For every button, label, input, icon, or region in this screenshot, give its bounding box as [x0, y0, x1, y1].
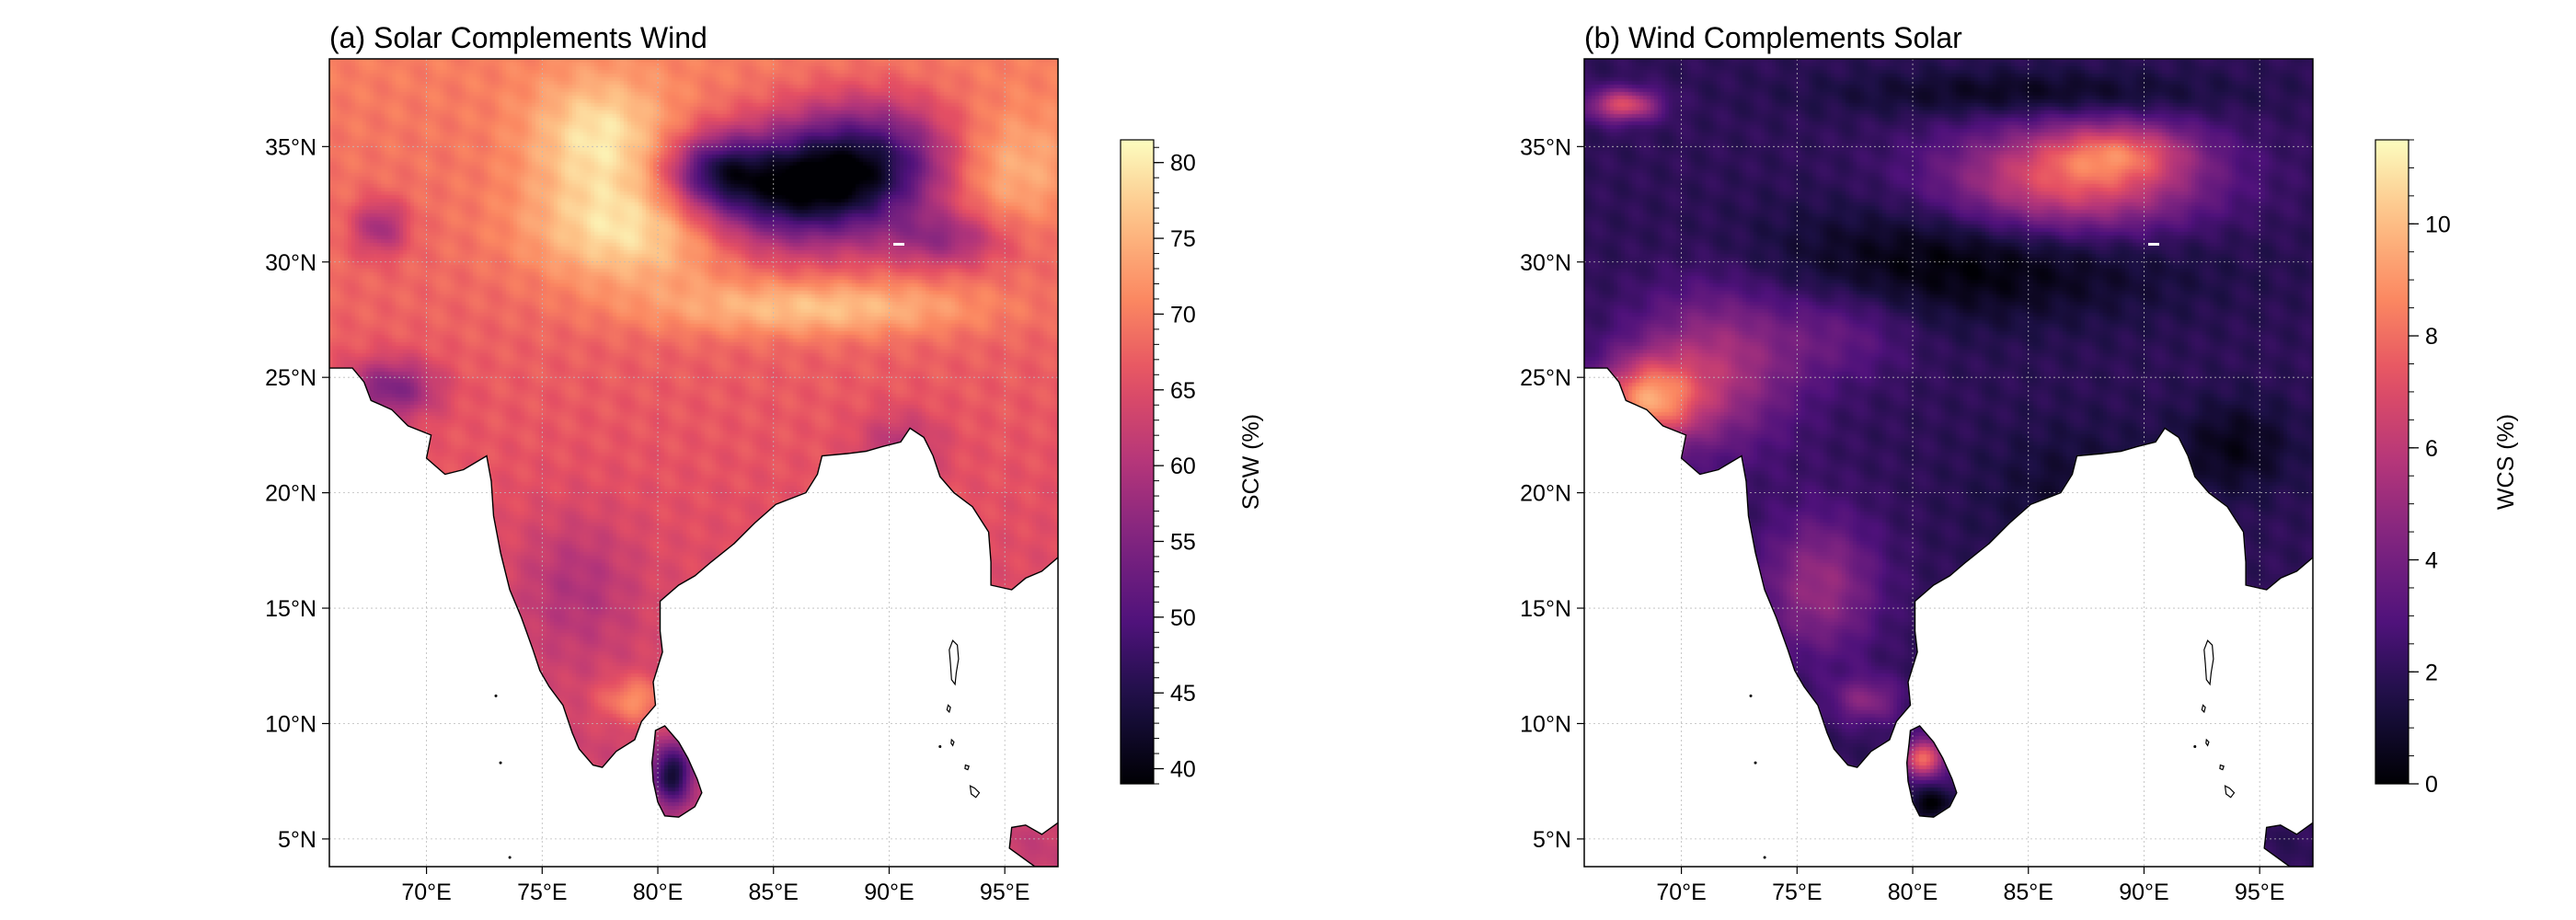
panel-b-colorbar: 0 2 4 6 8 10 WCS (%)	[2375, 139, 2519, 798]
colorbar-tick-label: 0	[2425, 772, 2438, 798]
panel-b-coastline	[1584, 367, 2313, 867]
panel-a-title: (a) Solar Complements Wind	[329, 21, 707, 54]
coastline-malay	[2263, 822, 2313, 867]
island-dot	[1763, 856, 1766, 859]
colorbar-tick-label: 6	[2425, 436, 2438, 462]
lat-tick-label: 10°N	[1520, 711, 1571, 737]
lon-tick-label: 85°E	[2004, 880, 2053, 905]
island-dot	[2193, 745, 2197, 749]
lat-tick-label: 35°N	[1520, 134, 1571, 160]
lon-tick-label: 85°E	[749, 880, 799, 905]
colorbar-tick-label: 65	[1170, 378, 1196, 404]
panel-b-map: 70°E 75°E 80°E 85°E 90°E 95°E 5°N 10°N 15°N 20°N…	[1520, 58, 2314, 905]
lat-tick-label: 15°N	[265, 596, 316, 622]
island-dot	[1754, 761, 1757, 765]
island-outline	[950, 738, 955, 747]
island-outline	[2201, 704, 2206, 714]
coastline-mainland	[1584, 367, 2313, 768]
panel-a: (a) Solar Complements Wind 70°E 75°E 80°E 8…	[265, 21, 1264, 905]
lat-tick-label: 20°N	[1520, 481, 1571, 507]
panel-a-colorbar-label: SCW (%)	[1238, 414, 1264, 510]
lon-tick-label: 90°E	[864, 880, 914, 905]
coastline-srilanka	[650, 725, 703, 818]
island-outline	[964, 764, 970, 771]
lon-tick-label: 80°E	[1888, 880, 1938, 905]
colorbar-tick-label: 55	[1170, 529, 1196, 555]
lon-tick-label: 70°E	[401, 880, 451, 905]
panel-a-gridlines	[329, 59, 1058, 867]
lon-tick-label: 75°E	[1772, 880, 1822, 905]
panel-b-gridlines	[1584, 59, 2313, 867]
colorbar-tick-label: 70	[1170, 302, 1196, 328]
lon-tick-label: 70°E	[1656, 880, 1706, 905]
panel-a-marker	[893, 243, 904, 246]
lon-tick-label: 95°E	[2235, 880, 2284, 905]
coastline-mainland	[329, 367, 1058, 768]
panel-b-heatmap	[1584, 59, 2313, 867]
coastline-srilanka	[1905, 725, 1958, 818]
island-dot	[494, 694, 498, 697]
island-outline	[949, 639, 960, 686]
lat-tick-label: 5°N	[278, 827, 316, 853]
island-dot	[1749, 694, 1753, 697]
panel-b-lat-ticks: 5°N 10°N 15°N 20°N 25°N 30°N 35°N	[1520, 134, 1584, 853]
lat-tick-label: 10°N	[265, 711, 316, 737]
lon-tick-label: 75°E	[517, 880, 567, 905]
island-outline	[2219, 764, 2225, 771]
colorbar-tick-label: 4	[2425, 548, 2438, 574]
colorbar-tick-label: 40	[1170, 757, 1196, 783]
panel-b-marker	[2148, 243, 2159, 246]
colorbar-tick-label: 10	[2425, 212, 2451, 237]
lat-tick-label: 5°N	[1533, 827, 1571, 853]
lat-tick-label: 15°N	[1520, 596, 1571, 622]
colorbar-tick-label: 80	[1170, 151, 1196, 177]
island-outline	[2205, 738, 2210, 747]
lat-tick-label: 20°N	[265, 481, 316, 507]
island-outline	[2203, 639, 2214, 686]
panel-b: (b) Wind Complements Solar 70°E 75°E 80°E 8…	[1520, 21, 2519, 905]
lat-tick-label: 30°N	[1520, 250, 1571, 276]
colorbar-tick-label: 50	[1170, 605, 1196, 631]
lon-tick-label: 95°E	[980, 880, 1029, 905]
lon-tick-label: 90°E	[2119, 880, 2168, 905]
lat-tick-label: 35°N	[265, 134, 316, 160]
coastline-malay	[1008, 822, 1058, 867]
colorbar-tick-label: 60	[1170, 454, 1196, 479]
colorbar-tick-label: 8	[2425, 324, 2438, 350]
island-outline	[969, 785, 981, 799]
lat-tick-label: 25°N	[1520, 365, 1571, 391]
lat-tick-label: 30°N	[265, 250, 316, 276]
panel-b-colorbar-label: WCS (%)	[2493, 414, 2519, 510]
panel-a-map: 70°E 75°E 80°E 85°E 90°E 95°E 5°N 10°N 15°N 20°N…	[265, 58, 1059, 905]
panel-a-colorbar: 40 45 50 55 60 65 70 75 80 SCW (%)	[1120, 139, 1264, 785]
colorbar-tick-label: 2	[2425, 660, 2438, 685]
lat-tick-label: 25°N	[265, 365, 316, 391]
panel-a-lon-ticks: 70°E 75°E 80°E 85°E 90°E 95°E	[401, 867, 1029, 905]
island-outline	[946, 704, 951, 714]
island-outline	[2224, 785, 2236, 799]
island-dot	[499, 761, 502, 765]
panel-a-heatmap	[329, 59, 1058, 867]
panel-a-lat-ticks: 5°N 10°N 15°N 20°N 25°N 30°N 35°N	[265, 134, 329, 853]
island-dot	[938, 745, 942, 749]
colorbar-tick-label: 75	[1170, 226, 1196, 252]
panel-b-colorbar-ticks: 0 2 4 6 8 10	[2409, 139, 2451, 798]
panel-a-colorbar-ticks: 40 45 50 55 60 65 70 75 80	[1154, 146, 1196, 785]
panel-b-title: (b) Wind Complements Solar	[1584, 21, 1962, 54]
panel-b-lon-ticks: 70°E 75°E 80°E 85°E 90°E 95°E	[1656, 867, 2284, 905]
island-dot	[508, 856, 512, 859]
colorbar-tick-label: 45	[1170, 681, 1196, 707]
panel-a-coastline	[329, 367, 1058, 867]
lon-tick-label: 80°E	[633, 880, 683, 905]
